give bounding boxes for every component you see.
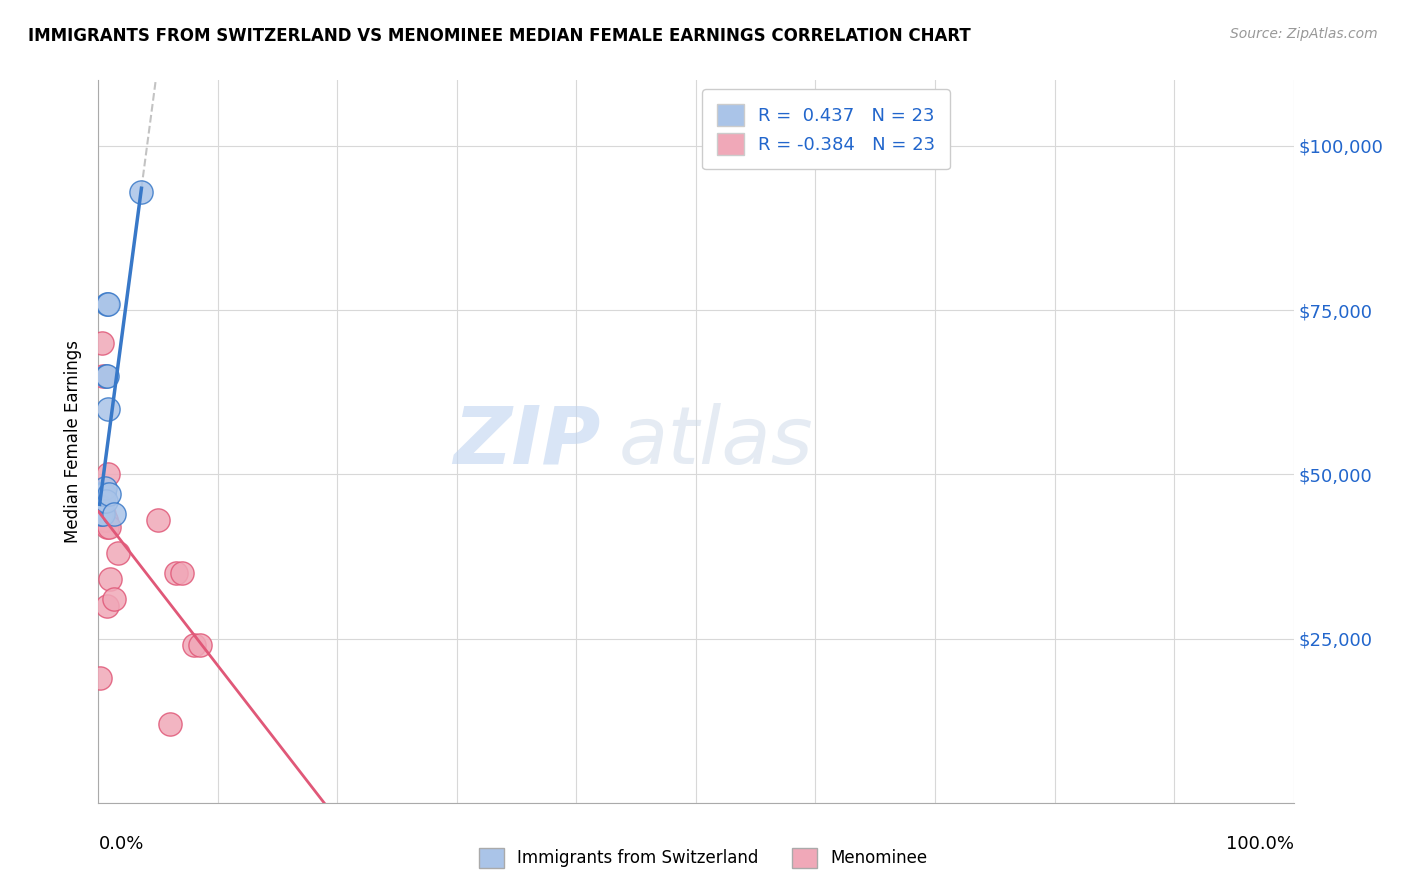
Point: [91, 368, 114, 383]
Point: [91, 507, 114, 521]
Point: [91, 336, 114, 351]
Point: [94, 481, 117, 495]
Point: [97, 487, 120, 501]
Point: [90, 507, 112, 521]
Point: [97, 296, 120, 310]
Point: [94, 368, 117, 383]
Point: [98, 520, 121, 534]
Point: [94, 493, 117, 508]
Text: IMMIGRANTS FROM SWITZERLAND VS MENOMINEE MEDIAN FEMALE EARNINGS CORRELATION CHAR: IMMIGRANTS FROM SWITZERLAND VS MENOMINEE…: [28, 27, 972, 45]
Text: Source: ZipAtlas.com: Source: ZipAtlas.com: [1230, 27, 1378, 41]
Point: [94, 513, 117, 527]
Point: [90, 500, 112, 515]
Point: [94, 513, 117, 527]
Point: [107, 546, 129, 560]
Point: [103, 592, 125, 607]
Point: [93, 513, 115, 527]
Text: atlas: atlas: [619, 402, 813, 481]
Point: [131, 185, 153, 199]
Point: [96, 599, 118, 613]
Point: [97, 467, 120, 482]
Point: [96, 296, 118, 310]
Text: 100.0%: 100.0%: [1226, 835, 1294, 854]
Point: [172, 566, 194, 580]
Point: [89, 500, 111, 515]
Point: [188, 638, 211, 652]
Point: [159, 717, 181, 731]
Point: [89, 487, 111, 501]
Point: [91, 513, 114, 527]
Point: [96, 520, 118, 534]
Legend: Immigrants from Switzerland, Menominee: Immigrants from Switzerland, Menominee: [472, 841, 934, 875]
Point: [91, 487, 114, 501]
Point: [97, 401, 120, 416]
Point: [93, 487, 115, 501]
Point: [91, 487, 114, 501]
Point: [93, 487, 115, 501]
Point: [165, 566, 187, 580]
Point: [91, 507, 114, 521]
Legend: R =  0.437   N = 23, R = -0.384   N = 23: R = 0.437 N = 23, R = -0.384 N = 23: [703, 89, 950, 169]
Point: [90, 507, 112, 521]
Point: [98, 573, 122, 587]
Point: [103, 507, 125, 521]
Point: [89, 671, 111, 685]
Point: [93, 487, 115, 501]
Text: ZIP: ZIP: [453, 402, 600, 481]
Point: [148, 513, 170, 527]
Point: [93, 507, 115, 521]
Point: [93, 487, 115, 501]
Y-axis label: Median Female Earnings: Median Female Earnings: [65, 340, 83, 543]
Text: 0.0%: 0.0%: [98, 835, 143, 854]
Point: [91, 493, 114, 508]
Point: [183, 638, 205, 652]
Point: [91, 493, 114, 508]
Point: [96, 368, 118, 383]
